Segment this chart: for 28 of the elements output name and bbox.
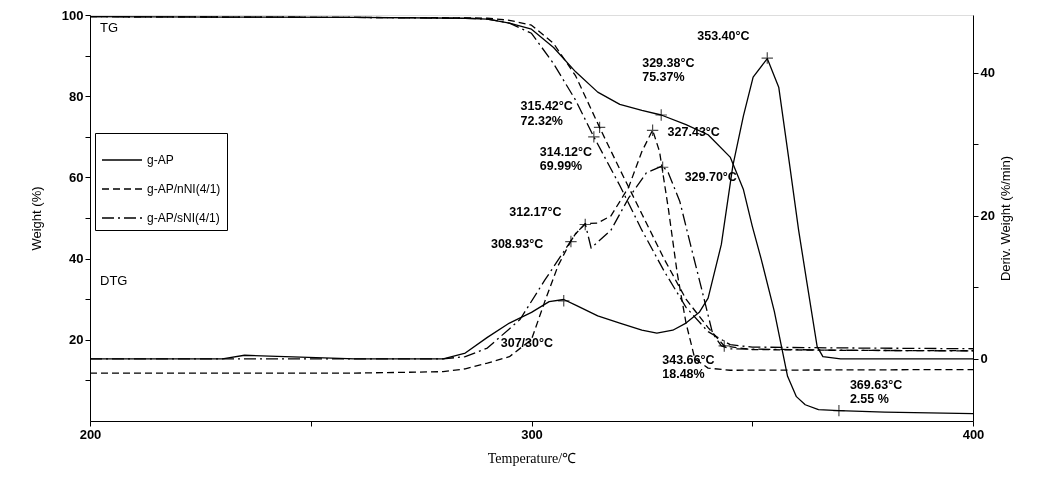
annotation: 369.63°C 2.55 % — [849, 377, 903, 407]
legend-label: g-AP/nNI(4/1) — [147, 182, 221, 196]
annotation: DTG — [100, 273, 128, 288]
annotation: 315.42°C 72.32% — [520, 99, 573, 128]
annotation: 353.40°C — [697, 29, 750, 44]
legend-label: g-AP/sNI(4/1) — [147, 211, 220, 225]
y2-tick-label: 20 — [980, 208, 995, 224]
annotation: 329.38°C 75.37% — [642, 56, 695, 85]
legend-label: g-AP — [147, 153, 174, 167]
y2-tick-label: 40 — [980, 65, 995, 81]
annotation: TG — [100, 20, 119, 35]
y-tick-label: 20 — [69, 332, 84, 348]
x-tick-label: 400 — [962, 426, 985, 442]
y2-tick-label: 0 — [980, 351, 988, 367]
x-tick-label: 300 — [521, 426, 543, 442]
y-tick-label: 80 — [69, 88, 84, 104]
y-axis-title: Weight (%) — [28, 186, 44, 251]
annotation: 308.93°C — [490, 236, 544, 251]
annotation: 312.17°C — [509, 205, 562, 220]
annotation: 314.12°C 69.99% — [539, 144, 593, 174]
annotation: 307/30°C — [500, 335, 553, 350]
y-tick-label: 100 — [61, 7, 84, 23]
x-axis-title: Temperature/℃ — [487, 450, 577, 466]
y-tick-label: 60 — [69, 169, 84, 185]
annotation: 343.66°C 18.48% — [662, 352, 715, 382]
x-tick-label: 200 — [79, 426, 102, 442]
y2-axis-title: Deriv. Weight (%/min) — [997, 155, 1013, 282]
y-tick-label: 40 — [69, 251, 84, 267]
